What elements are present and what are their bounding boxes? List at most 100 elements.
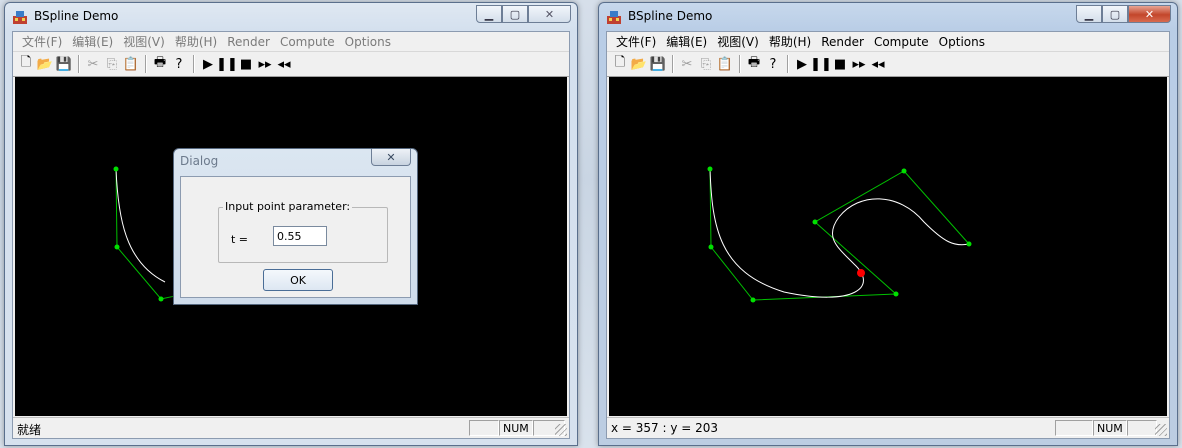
- status-pane: [1127, 420, 1157, 436]
- status-num: NUM: [499, 420, 533, 436]
- close-button[interactable]: ✕: [528, 5, 571, 23]
- help-icon[interactable]: ?: [175, 56, 183, 72]
- pause-icon[interactable]: ❚❚: [810, 56, 832, 72]
- right-window: BSpline Demo ▁ ▢ ✕ 文件(F) 编辑(E) 视图(V) 帮助(…: [598, 2, 1178, 446]
- parameter-group: Input point parameter: t = 0.55: [218, 200, 388, 263]
- app-icon: [13, 11, 27, 24]
- control-point[interactable]: [966, 241, 972, 247]
- save-icon[interactable]: 💾: [55, 56, 73, 72]
- control-point[interactable]: [114, 244, 120, 250]
- status-bar: 就绪 NUM: [13, 417, 569, 438]
- toolbar-separator: [145, 55, 147, 73]
- minimize-button[interactable]: ▁: [476, 5, 502, 23]
- new-icon[interactable]: 🗋: [20, 55, 32, 70]
- print-icon[interactable]: 🖶: [153, 55, 167, 70]
- open-icon[interactable]: 📂: [630, 56, 648, 72]
- right-client-area: 文件(F) 编辑(E) 视图(V) 帮助(H) Render Compute O…: [606, 31, 1170, 439]
- close-button[interactable]: ✕: [1128, 5, 1171, 23]
- minimize-button[interactable]: ▁: [1076, 5, 1102, 23]
- left-titlebar[interactable]: BSpline Demo ▁ ▢ ✕: [5, 3, 577, 31]
- maximize-button[interactable]: ▢: [502, 5, 528, 23]
- menu-file[interactable]: 文件(F): [22, 35, 63, 49]
- status-bar: x = 357 : y = 203 NUM: [607, 417, 1169, 438]
- menu-compute[interactable]: Compute: [873, 34, 929, 49]
- curve-drawing: [707, 166, 972, 303]
- play-icon[interactable]: ▶: [203, 56, 213, 72]
- menu-render[interactable]: Render: [821, 34, 864, 49]
- menu-edit[interactable]: 编辑(E): [666, 35, 708, 49]
- window-title: BSpline Demo: [34, 9, 119, 23]
- help-icon[interactable]: ?: [769, 56, 777, 72]
- menu-options[interactable]: Options: [938, 34, 985, 49]
- menu-help[interactable]: 帮助(H): [768, 35, 812, 49]
- menu-compute[interactable]: Compute: [279, 34, 335, 49]
- render-canvas[interactable]: [609, 77, 1167, 416]
- control-point[interactable]: [893, 291, 899, 297]
- evaluated-point: [857, 269, 865, 277]
- right-titlebar[interactable]: BSpline Demo ▁ ▢ ✕: [599, 3, 1177, 31]
- copy-icon[interactable]: ⎘: [106, 56, 118, 72]
- bspline-curve: [115, 168, 166, 283]
- control-point[interactable]: [707, 166, 713, 172]
- status-text: 就绪: [17, 423, 42, 437]
- menu-edit[interactable]: 编辑(E): [72, 35, 114, 49]
- rewind-icon[interactable]: ◂◂: [277, 56, 291, 72]
- open-icon[interactable]: 📂: [36, 56, 54, 72]
- control-point[interactable]: [812, 219, 818, 225]
- menu-view[interactable]: 视图(V): [717, 35, 759, 49]
- caption-buttons: ▁ ▢ ✕: [476, 5, 571, 24]
- window-title: BSpline Demo: [628, 9, 713, 23]
- toolbar-separator: [78, 55, 80, 73]
- minimize-icon: ▁: [484, 7, 494, 21]
- resize-grip-icon[interactable]: [555, 424, 567, 436]
- new-icon[interactable]: 🗋: [614, 55, 626, 70]
- dialog-body: Input point parameter: t = 0.55 OK: [180, 176, 411, 298]
- toolbar-separator: [787, 55, 789, 73]
- minimize-icon: ▁: [1084, 7, 1094, 21]
- app-icon: [607, 11, 621, 24]
- toolbar-separator: [672, 55, 674, 73]
- control-point[interactable]: [708, 244, 714, 250]
- menu-bar: 文件(F) 编辑(E) 视图(V) 帮助(H) Render Compute O…: [13, 32, 569, 52]
- menu-help[interactable]: 帮助(H): [174, 35, 218, 49]
- stop-icon[interactable]: ■: [833, 56, 847, 72]
- fast-forward-icon[interactable]: ▸▸: [852, 56, 866, 72]
- stop-icon[interactable]: ■: [239, 56, 253, 72]
- caption-buttons: ▁ ▢ ✕: [1076, 5, 1171, 24]
- save-icon[interactable]: 💾: [649, 56, 667, 72]
- menu-view[interactable]: 视图(V): [123, 35, 165, 49]
- menu-render[interactable]: Render: [227, 34, 270, 49]
- menu-file[interactable]: 文件(F): [616, 35, 657, 49]
- cut-icon[interactable]: ✂: [681, 56, 693, 72]
- fast-forward-icon[interactable]: ▸▸: [258, 56, 272, 72]
- play-icon[interactable]: ▶: [797, 56, 807, 72]
- control-point[interactable]: [901, 168, 907, 174]
- dialog-close-button[interactable]: ✕: [371, 149, 411, 166]
- resize-grip-icon[interactable]: [1155, 424, 1167, 436]
- paste-icon[interactable]: 📋: [716, 56, 734, 72]
- input-dialog: Dialog ✕ Input point parameter: t = 0.55…: [173, 148, 418, 305]
- control-point[interactable]: [113, 166, 119, 172]
- toolbar: 🗋 📂 💾 ✂ ⎘ 📋 🖶 ? ▶ ❚❚ ■ ▸▸ ◂◂: [607, 52, 1169, 77]
- dialog-title: Dialog: [180, 154, 219, 168]
- control-point[interactable]: [158, 296, 164, 302]
- ok-button[interactable]: OK: [263, 269, 333, 291]
- menu-bar: 文件(F) 编辑(E) 视图(V) 帮助(H) Render Compute O…: [607, 32, 1169, 52]
- t-input[interactable]: 0.55: [273, 226, 327, 246]
- print-icon[interactable]: 🖶: [747, 55, 761, 70]
- maximize-button[interactable]: ▢: [1102, 5, 1128, 23]
- rewind-icon[interactable]: ◂◂: [871, 56, 885, 72]
- toolbar-separator: [193, 55, 195, 73]
- status-pane: [469, 420, 499, 436]
- cut-icon[interactable]: ✂: [87, 56, 99, 72]
- pause-icon[interactable]: ❚❚: [216, 56, 238, 72]
- paste-icon[interactable]: 📋: [122, 56, 140, 72]
- t-label: t =: [231, 233, 249, 246]
- copy-icon[interactable]: ⎘: [700, 56, 712, 72]
- toolbar: 🗋 📂 💾 ✂ ⎘ 📋 🖶 ? ▶ ❚❚ ■ ▸▸ ◂◂: [13, 52, 569, 77]
- toolbar-separator: [739, 55, 741, 73]
- status-num: NUM: [1093, 420, 1127, 436]
- menu-options[interactable]: Options: [344, 34, 391, 49]
- left-window: BSpline Demo ▁ ▢ ✕ 文件(F) 编辑(E) 视图(V) 帮助(…: [4, 2, 578, 446]
- control-point[interactable]: [750, 297, 756, 303]
